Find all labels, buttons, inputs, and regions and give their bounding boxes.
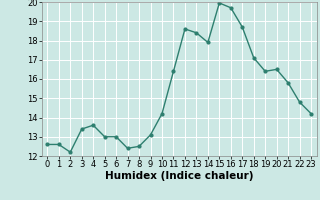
X-axis label: Humidex (Indice chaleur): Humidex (Indice chaleur) xyxy=(105,171,253,181)
